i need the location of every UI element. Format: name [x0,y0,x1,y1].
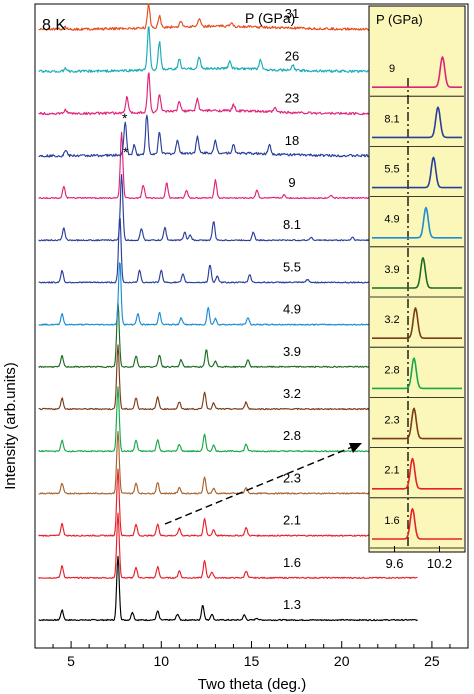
trace-label-2.3: 2.3 [283,470,301,485]
inset-frame [368,5,466,553]
x-axis-label: Two theta (deg.) [198,676,306,693]
trace-3.9 [38,302,418,368]
inset-label-4.9: 4.9 [384,214,399,226]
trace-label-1.6: 1.6 [283,555,301,570]
x-axis: 5 10 15 20 25 [34,641,469,669]
trace-label-2.8: 2.8 [283,428,301,443]
trace-label-26: 26 [285,48,299,63]
trace-label-8.1: 8.1 [283,217,301,232]
trace-2.1 [38,468,418,537]
inset-label-2.1: 2.1 [384,465,399,477]
inset-trace-8.1 [372,106,462,139]
trace-2.3 [38,430,418,495]
trace-18 [38,114,371,158]
inset-label-2.8: 2.8 [384,364,399,376]
trace-9 [38,131,418,200]
trace-5.5 [38,217,418,284]
inset-label-1.6: 1.6 [384,515,399,527]
x-tick-label-5: 5 [67,653,75,669]
trace-23 [38,72,372,116]
temperature-label: 8 K [42,17,66,34]
y-axis-label: Intensity (arb.units) [2,362,19,490]
x-tick-label-10: 10 [154,653,170,669]
trace-labels-layer: 1.3 1.6 2.1 2.3 2.8 3.2 3.9 4.9 5.5 8.1 9 18 23 26 31 [283,6,301,612]
trace-label-5.5: 5.5 [283,259,301,274]
inset-trace-3.2 [372,307,462,339]
inset-label-2.3: 2.3 [384,415,399,427]
inset-label-8.1: 8.1 [384,113,399,125]
trace-label-3.2: 3.2 [283,386,301,401]
trace-31 [38,3,371,31]
inset-trace-2.3 [372,407,462,440]
inset-trace-2.8 [372,357,462,390]
x-tick-label-15: 15 [244,653,260,669]
inset-trace-4.9 [372,206,462,239]
trace-26 [38,26,371,74]
peak-marker-23: * [122,110,128,126]
trace-label-1.3: 1.3 [283,597,301,612]
inset-trace-1.6 [372,508,462,540]
inset-trace-2.1 [372,457,462,490]
trace-4.9 [38,262,418,326]
inset-header: P (GPa) [376,12,423,27]
inset-trace-9 [372,56,462,88]
inset-label-9: 9 [389,63,395,75]
peak-marker-18: * [123,144,129,160]
trace-label-4.9: 4.9 [283,302,301,317]
inset-x-ticks: 9.6 10.2 [385,546,452,571]
pressure-header: P (GPa) [245,10,295,26]
x-tick-label-20: 20 [334,653,350,669]
inset-label-5.5: 5.5 [384,164,399,176]
trace-label-3.9: 3.9 [283,344,301,359]
trace-2.8 [38,386,418,453]
inset-label-3.2: 3.2 [384,314,399,326]
inset-tick-label-9.6: 9.6 [385,556,403,571]
traces-layer [38,3,418,622]
inset-traces-layer: 1.6 2.1 2.3 2.8 3.2 3.9 4.9 5.5 8.1 9 [370,56,464,549]
trace-1.3 [38,555,418,622]
trace-label-31: 31 [285,6,299,21]
inset-trace-5.5 [372,156,462,189]
trace-label-9: 9 [288,175,295,190]
trace-8.1 [38,174,418,242]
trace-1.6 [38,512,418,579]
trace-3.2 [38,344,418,411]
trace-label-2.1: 2.1 [283,513,301,528]
x-tick-label-25: 25 [424,653,440,669]
trace-label-18: 18 [285,133,299,148]
inset-trace-3.9 [372,257,462,289]
inset-panel: P (GPa) 1.6 2.1 2.3 2.8 3.2 3.9 4.9 5.5 8.1 9 [368,5,466,553]
inset-label-3.9: 3.9 [384,264,399,276]
trend-arrow [164,443,362,525]
trace-label-23: 23 [285,91,299,106]
inset-tick-label-10.2: 10.2 [427,556,452,571]
